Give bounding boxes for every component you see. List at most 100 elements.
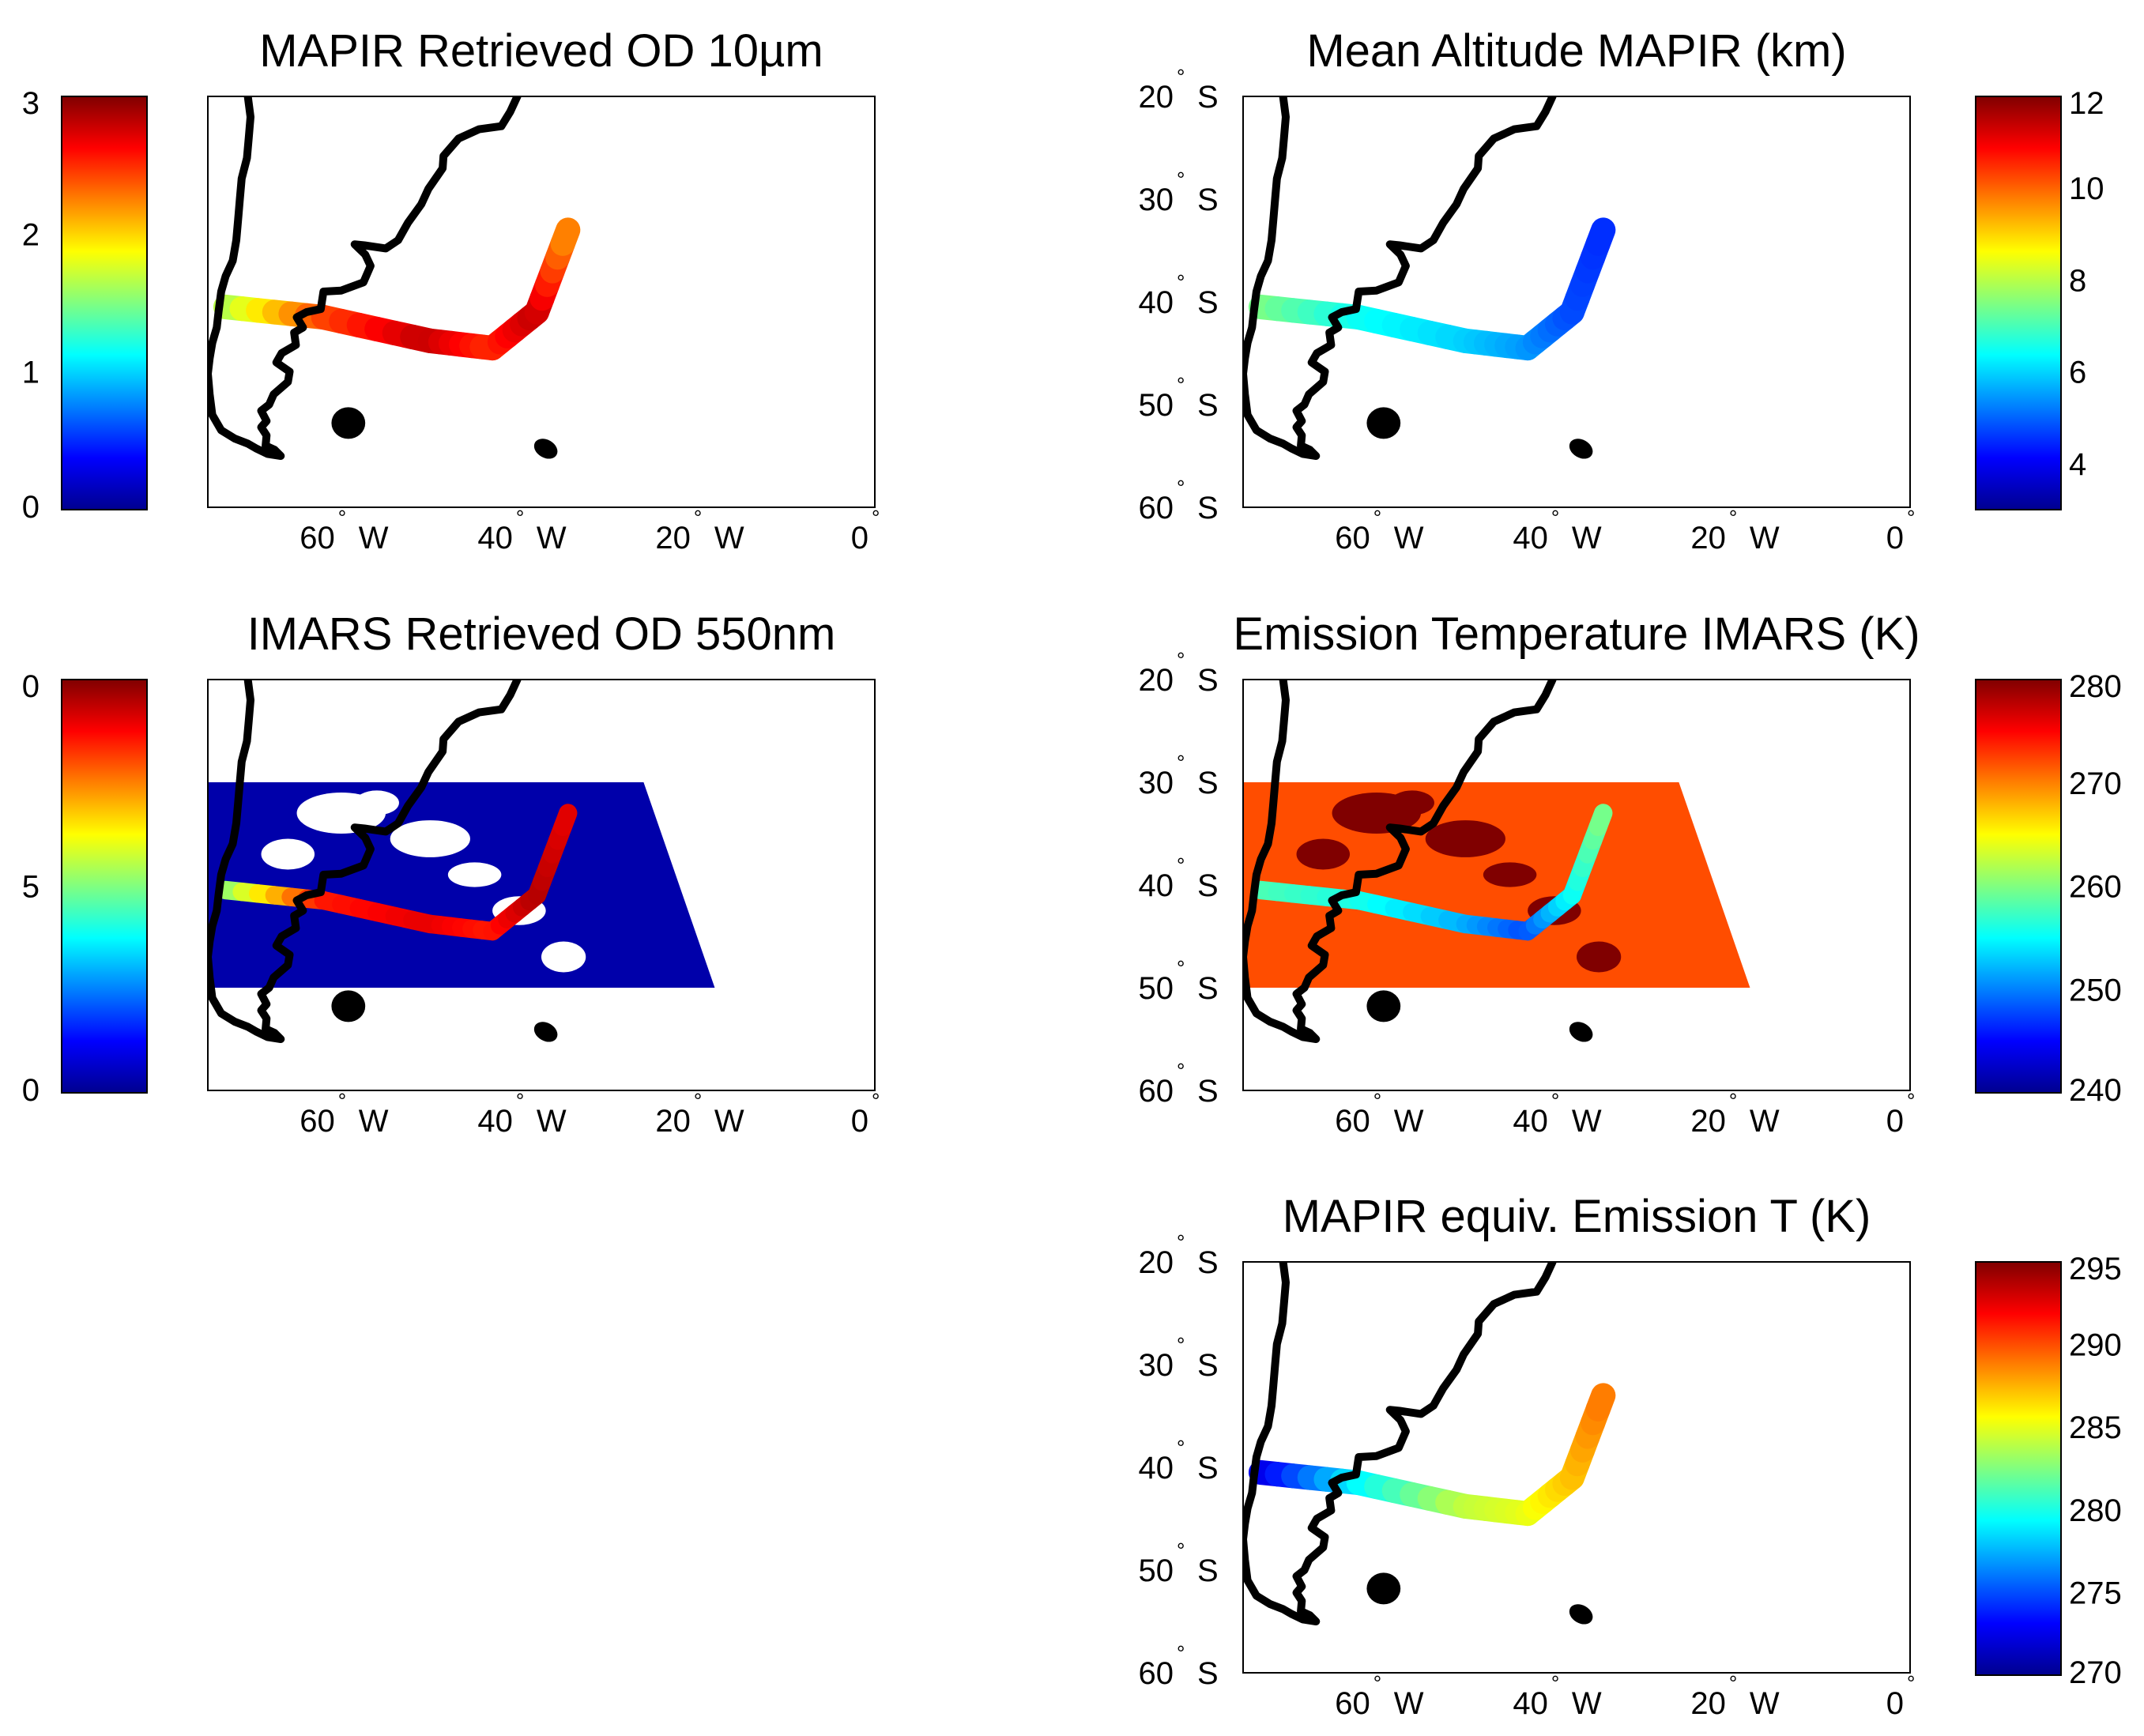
colorbar-tick-label: 275 (2069, 1576, 2122, 1610)
lat-tick-dir: S (1197, 766, 1219, 800)
map-frame (1242, 679, 1911, 1091)
degree-symbol: ° (1729, 1671, 1737, 1695)
lat-tick-label: 30° S (1139, 1333, 1219, 1383)
lon-tick-number: 60 (1335, 1104, 1370, 1139)
degree-symbol: ° (872, 506, 880, 529)
panel-title: MAPIR equiv. Emission T (K) (1283, 1191, 1871, 1242)
lon-tick-number: 40 (477, 1104, 513, 1139)
degree-symbol: ° (1551, 1671, 1559, 1695)
colorbar-tick-label: 12 (2069, 86, 2104, 121)
lat-tick-label: 40° S (1139, 1436, 1219, 1486)
colorbar-gradient (1975, 96, 2062, 510)
lon-tick-number: 20 (655, 521, 691, 555)
degree-symbol: ° (872, 1089, 880, 1113)
map-frame (207, 96, 876, 508)
lon-tick-number: 0 (851, 521, 869, 555)
map-area (1243, 680, 1910, 1090)
lat-tick-label: 40° S (1139, 853, 1219, 903)
lon-tick-label: 0° (1886, 1089, 1916, 1139)
lat-tick-label: 60° S (1139, 476, 1219, 525)
island (331, 990, 366, 1022)
lat-tick-number: 60 (1139, 1074, 1174, 1109)
degree-symbol: ° (1729, 506, 1737, 529)
lon-tick-label: 40° W (477, 1089, 567, 1139)
lon-tick-number: 40 (1513, 521, 1548, 555)
lon-tick-label: 40° W (1513, 1089, 1602, 1139)
degree-symbol: ° (1177, 1436, 1185, 1459)
map-area (208, 680, 875, 1090)
swath-patch (354, 790, 399, 815)
panel-title: Emission Temperature IMARS (K) (1233, 608, 1920, 660)
lat-tick-label: 50° S (1139, 373, 1219, 423)
colorbar-tick-label: 240 (2069, 1073, 2122, 1108)
lat-tick-number: 40 (1139, 1451, 1174, 1486)
lon-tick-dir: W (359, 521, 389, 555)
swath-patch (1389, 790, 1434, 815)
lat-tick-number: 20 (1139, 663, 1174, 698)
lon-tick-label: 0° (1886, 506, 1916, 555)
plume-segment (550, 217, 581, 256)
lon-tick-label: 60° W (300, 506, 389, 555)
coastline (208, 680, 522, 1043)
lon-tick-dir: W (714, 1104, 744, 1139)
lat-tick-dir: S (1197, 491, 1219, 525)
lon-tick-number: 20 (655, 1104, 691, 1139)
lon-tick-number: 20 (1690, 1686, 1726, 1721)
lon-tick-label: 20° W (1690, 506, 1780, 555)
lon-tick-label: 40° W (477, 506, 567, 555)
lon-tick-dir: W (1572, 521, 1602, 555)
swath-patch (541, 941, 586, 973)
lat-tick-dir: S (1197, 80, 1219, 115)
degree-symbol: ° (1373, 1089, 1381, 1113)
colorbar: 12 10 8 6 4 (1975, 86, 2104, 510)
lon-tick-label: 20° W (655, 1089, 744, 1139)
lon-tick-dir: W (1750, 521, 1780, 555)
lon-tick-label: 0° (851, 506, 880, 555)
lat-tick-label: 20° S (1139, 1230, 1219, 1280)
lon-tick-dir: W (1750, 1686, 1780, 1721)
degree-symbol: ° (1907, 506, 1915, 529)
degree-symbol: ° (1177, 956, 1185, 980)
panel-eqt: MAPIR equiv. Emission T (K)60°W 40°W 20°W 0… (1139, 1191, 2122, 1721)
lon-tick-dir: W (1394, 1104, 1424, 1139)
degree-symbol: ° (516, 1089, 524, 1113)
lon-tick-label: 60° W (1335, 506, 1424, 555)
degree-symbol: ° (1373, 1671, 1381, 1695)
lat-tick-dir: S (1197, 971, 1219, 1006)
swath-patch (1296, 838, 1351, 870)
map-area (1243, 96, 1910, 507)
island (1569, 439, 1593, 459)
lon-tick-number: 40 (1513, 1104, 1548, 1139)
coastline (208, 96, 522, 460)
lat-tick-number: 60 (1139, 1656, 1174, 1691)
lon-tick-label: 20° W (1690, 1089, 1780, 1139)
island (1569, 1022, 1593, 1042)
lon-tick-number: 60 (300, 1104, 335, 1139)
degree-symbol: ° (1551, 1089, 1559, 1113)
lat-tick-dir: S (1197, 1074, 1219, 1109)
lon-tick-label: 20° W (1690, 1671, 1780, 1721)
degree-symbol: ° (1177, 1230, 1185, 1254)
swath-patch (261, 838, 315, 870)
colorbar-gradient (61, 96, 148, 510)
lon-tick-dir: W (537, 1104, 567, 1139)
lon-tick-dir: W (1572, 1104, 1602, 1139)
lat-tick-dir: S (1197, 868, 1219, 903)
panel-alt: Mean Altitude MAPIR (km)60°W 40°W 20°W 0°20… (1139, 25, 2104, 555)
degree-symbol: ° (1177, 65, 1185, 88)
lon-tick-dir: W (537, 521, 567, 555)
lat-tick-dir: S (1197, 1553, 1219, 1588)
lat-tick-dir: S (1197, 1451, 1219, 1486)
map-frame (1242, 1261, 1911, 1674)
colorbar-tick-label: 270 (2069, 1655, 2122, 1690)
lat-tick-label: 30° S (1139, 168, 1219, 217)
degree-symbol: ° (1551, 506, 1559, 529)
colorbar-tick-label: 0 (22, 1073, 40, 1108)
colorbar: 280 270 260 250 240 (1975, 669, 2122, 1108)
lat-tick-dir: S (1197, 663, 1219, 698)
lon-tick-number: 0 (1886, 1686, 1904, 1721)
lat-tick-label: 30° S (1139, 751, 1219, 800)
